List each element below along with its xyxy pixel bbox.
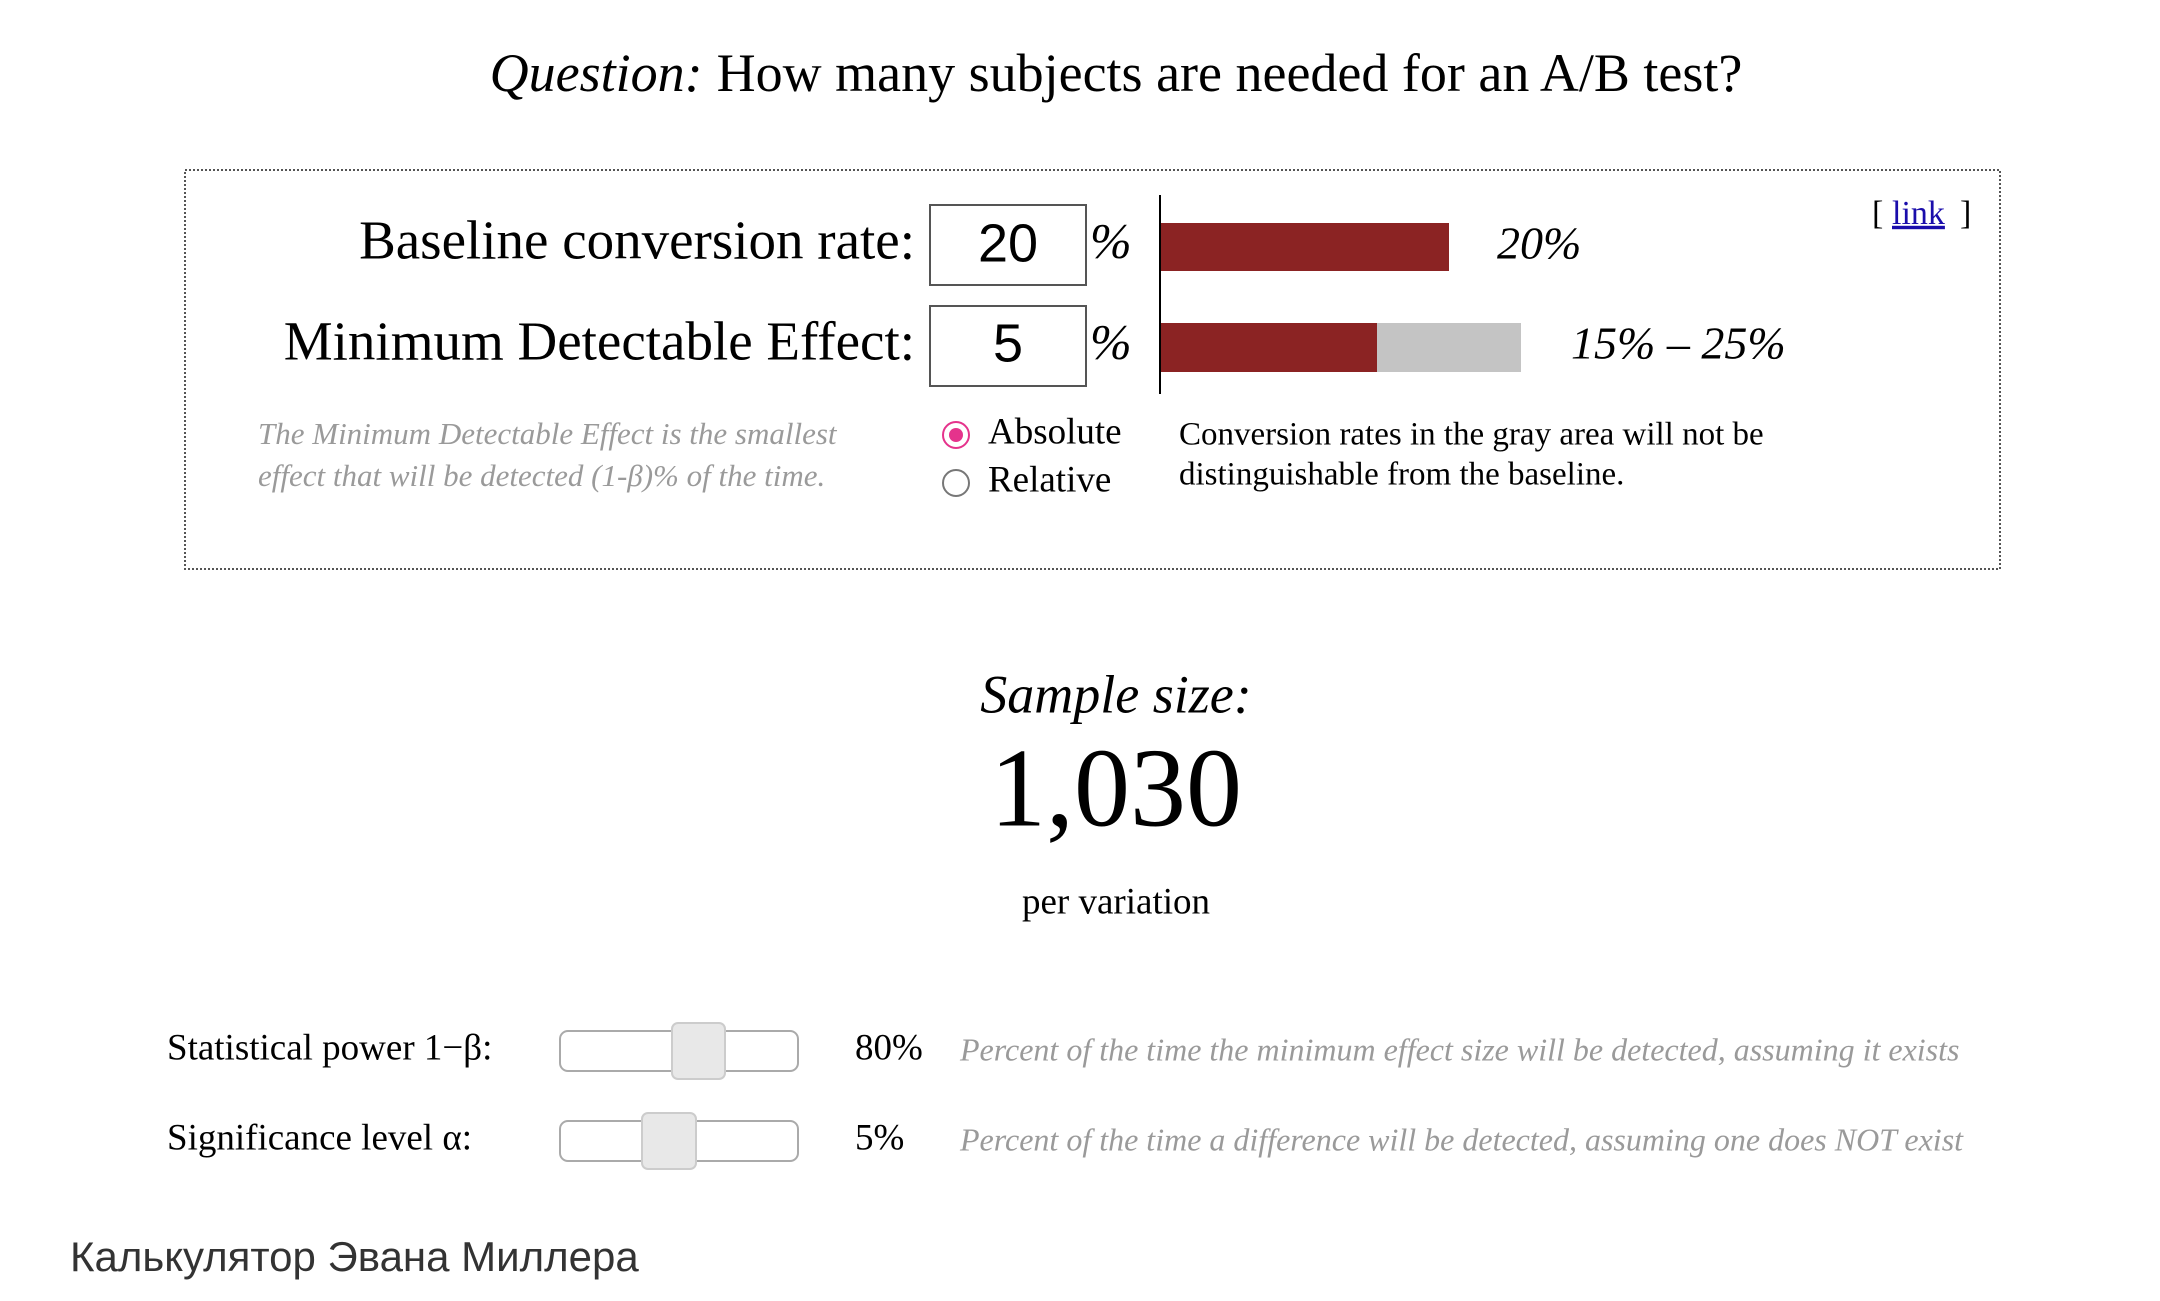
mode-options: Absolute Relative [942,411,1122,500]
input-box [184,169,2001,570]
caption: Калькулятор Эвана Миллера [70,1233,639,1280]
result-heading: Sample size: [980,664,1251,724]
param-value: 5% [855,1117,904,1158]
param-value: 80% [855,1027,923,1068]
mde-unit: % [1090,313,1132,369]
link[interactable]: link [1892,195,1945,232]
title-text: How many subjects are needed for an A/B … [717,43,1743,103]
mde-gray-bar [1377,323,1521,372]
radio-label: Absolute [988,411,1122,452]
gray-note: distinguishable from the baseline. [1179,457,1624,493]
radio-dot [949,428,963,442]
mde-input[interactable] [929,305,1087,387]
baseline-bar [1161,223,1449,271]
mde-note: The Minimum Detectable Effect is the sma… [258,416,838,451]
param-description: Percent of the time a difference will be… [959,1121,1964,1157]
mde-red-bar [1161,323,1377,372]
slider-thumb[interactable] [671,1022,726,1080]
result-value: 1,030 [990,727,1242,851]
baseline-unit: % [1090,212,1132,268]
baseline-label: Baseline conversion rate: [359,210,915,271]
bars [1161,223,1521,372]
mde-label: Minimum Detectable Effect: [284,311,915,372]
param-description: Percent of the time the minimum effect s… [959,1031,1959,1067]
param-label: Significance level α: [167,1117,472,1158]
radio[interactable] [942,469,970,497]
link-open: [ [1872,195,1883,232]
baseline-bar-label: 20% [1497,218,1581,269]
mde-note: effect that will be detected (1-β)% of t… [258,458,825,493]
radio-label: Relative [988,459,1111,500]
baseline-value: 20 [978,213,1038,273]
param-label: Statistical power 1−β: [167,1027,492,1068]
slider-thumb[interactable] [641,1112,697,1170]
mde-value: 5 [993,313,1023,373]
title: Question: How many subjects are needed fo… [490,43,1743,103]
baseline-input[interactable] [929,204,1087,286]
gray-note: Conversion rates in the gray area will n… [1179,417,1764,453]
link-close: ] [1960,195,1971,232]
title-prefix: Question: [490,43,703,103]
mde-range-label: 15% – 25% [1571,318,1786,369]
result-unit: per variation [1022,881,1210,922]
